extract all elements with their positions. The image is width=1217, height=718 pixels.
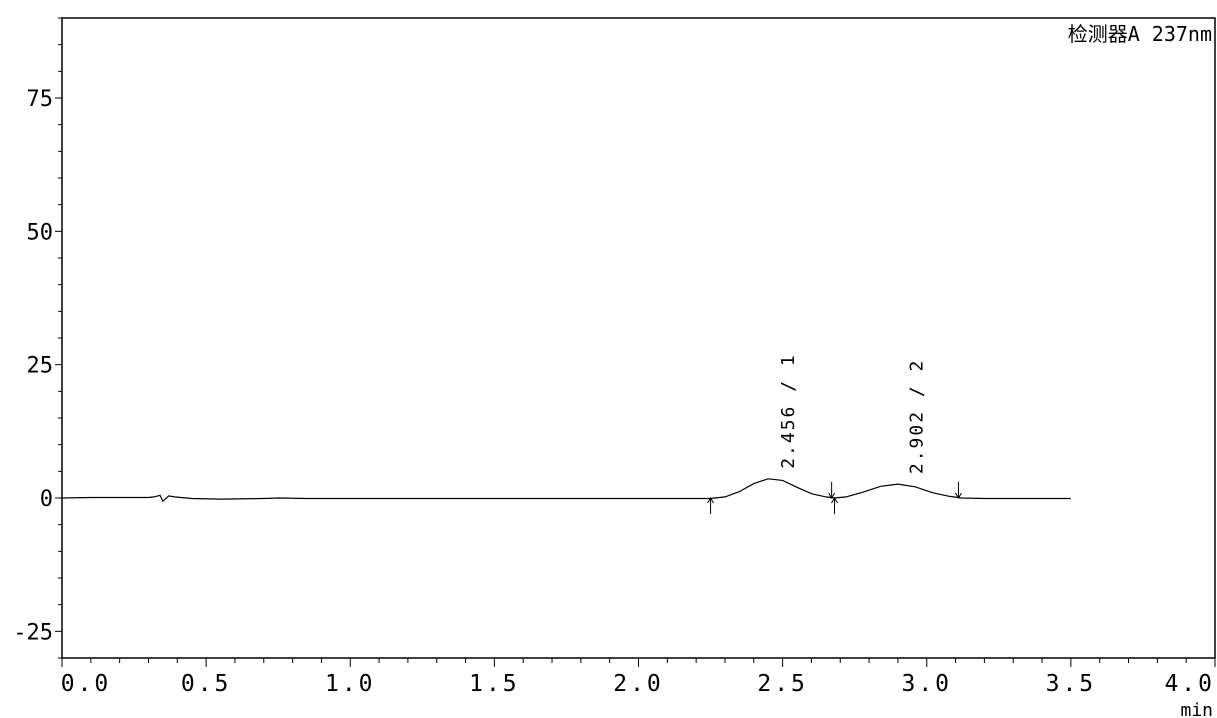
chromatogram-trace (61, 478, 1071, 503)
x-tick-label: 0.0 (61, 671, 112, 697)
x-tick-label: 1.0 (325, 671, 376, 697)
x-tick-label: 2.0 (613, 671, 664, 697)
series-group (61, 478, 1071, 503)
peak-label: 2.456 / 1 (778, 353, 799, 469)
x-axis: 0.0 0.5 1.0 1.5 2.0 2.5 3.0 3.5 4.0 (61, 658, 1216, 697)
y-axis: -25 0 25 50 75 (13, 17, 62, 659)
detector-label: 检测器A 237nm (1068, 22, 1212, 46)
x-tick-label: 3.0 (901, 671, 952, 697)
y-tick-label: 50 (27, 220, 54, 245)
peak-end-arrowhead (828, 492, 836, 499)
peak-start-arrowhead (707, 497, 714, 504)
peak-start-arrowhead (831, 497, 838, 504)
x-axis-unit-label: min (1180, 700, 1213, 718)
peak-annotations: 2.456 / 1 2.902 / 2 (707, 353, 962, 514)
y-tick-label: 25 (27, 354, 54, 379)
peak-end-arrowhead (955, 492, 962, 499)
x-tick-label: 4.0 (1164, 671, 1215, 697)
y-tick-label: 0 (40, 487, 53, 512)
y-tick-label: 75 (27, 87, 54, 112)
x-tick-label: 3.5 (1046, 671, 1097, 697)
plot-frame (61, 17, 1216, 659)
x-tick-label: 2.5 (757, 671, 808, 697)
y-tick-label: -25 (13, 620, 53, 645)
x-tick-label: 0.5 (181, 671, 232, 697)
x-tick-label: 1.5 (469, 671, 520, 697)
peak-label: 2.902 / 2 (907, 359, 928, 475)
